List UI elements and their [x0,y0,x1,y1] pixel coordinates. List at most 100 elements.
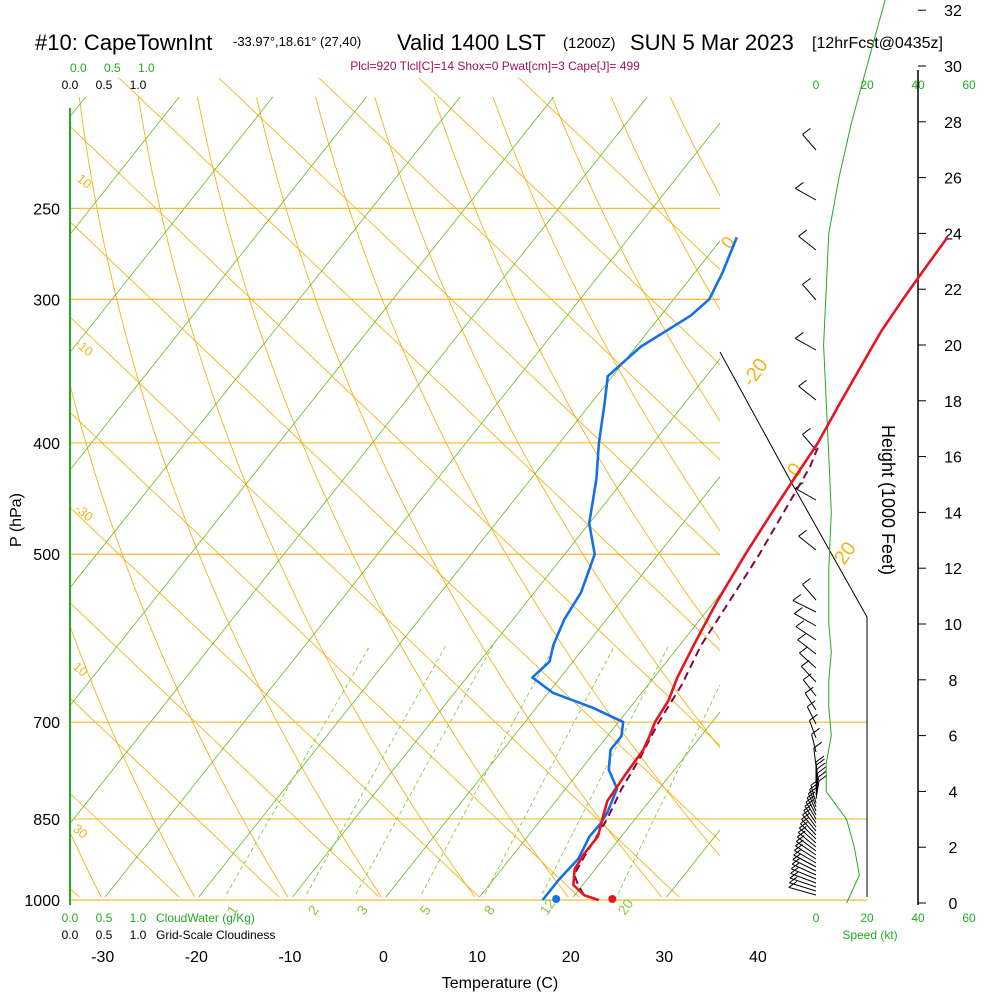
wind-barb [797,832,817,848]
wind-barb-feather [802,428,811,435]
isotherm [385,475,720,897]
height-tick-label: 32 [944,3,962,20]
cloudwater-label: CloudWater (g/Kg) [156,911,255,925]
height-tick-label: 20 [944,338,962,355]
wind-barb-feather [818,770,827,778]
wind-barb [795,187,817,201]
dry-adiabat [196,96,569,897]
surface-dewpoint-marker [552,895,561,903]
isotherm [572,711,720,897]
adiabat-guide [70,411,580,897]
temperature-tick-label: -20 [185,949,208,966]
wind-barb-feather [795,620,805,628]
wind-barb [797,639,817,655]
wind-barb [794,613,817,627]
wind-barb [815,772,819,792]
isotherm [70,96,648,825]
bottom-black-0: 0.0 [62,928,79,942]
wind-barb [806,797,817,816]
wind-barb [813,747,817,767]
dry-adiabat [315,96,720,857]
adiabat-guide [70,792,180,897]
temperature-tick-label: 10 [468,949,486,966]
mixing-ratio-label: 8 [480,902,498,918]
wind-barb [815,781,820,800]
wind-barb-feather [815,755,825,763]
mixing-ratio-line [353,644,494,897]
height-tick-label: 28 [944,115,962,132]
adiabat-guide [70,887,80,897]
top-green-2: 1.0 [138,61,155,75]
bottom-speed-2: 40 [911,911,925,925]
wind-barb [802,134,817,151]
wind-barb [805,801,817,820]
height-tick-label: 18 [944,394,962,411]
dry-adiabat-label: -30 [72,501,96,525]
wind-barb-feather [799,646,808,654]
isotherm [70,96,274,353]
pressure-tick-label: 400 [33,436,60,453]
right-axis-title: Height (1000 Feet) [878,425,898,575]
wind-barb-feather [797,633,806,641]
wind-speed-line [823,0,886,904]
bottom-speed-0: 0 [813,911,820,925]
speed-axis-label: Speed (kt) [842,928,897,942]
pressure-tick-label: 500 [33,547,60,564]
wind-barb [798,827,817,844]
isotherm [832,97,1000,924]
dry-adiabat [848,97,1000,924]
top-speed-0: 0 [813,78,820,92]
wind-barb [795,337,817,351]
mixing-ratio-line [419,644,556,897]
bottom-green-1: 0.5 [96,911,113,925]
height-tick-label: 10 [944,617,962,634]
wind-barb-feather [809,714,818,721]
wind-barb [792,859,817,872]
x-axis-title: Temperature (C) [442,975,558,992]
height-tick-label: 2 [949,840,958,857]
adiabat-guide [70,221,720,842]
wind-barb [804,806,817,824]
dry-adiabat-label: 20 [830,538,861,569]
height-tick-label: 0 [949,896,958,913]
wind-barb-feather [807,700,816,708]
wind-barb [788,886,817,896]
height-tick-label: 6 [949,729,958,746]
wind-barb [802,284,817,301]
temperature-tick-label: -10 [278,949,301,966]
mixing-ratio-line [224,644,371,897]
wind-barb [795,626,817,641]
adiabat-guide [518,78,720,271]
title-date: SUN 5 Mar 2023 [630,30,794,55]
top-black-0: 0.0 [62,78,79,92]
height-tick-label: 4 [949,784,958,801]
wind-barb [795,487,817,501]
bottom-green-0: 0.0 [62,911,79,925]
wind-barb [791,868,817,880]
wind-barb [800,823,817,840]
wind-barb [804,692,817,711]
adiabat-guide [70,125,720,747]
wind-barb [801,818,817,836]
isotherm [479,593,720,897]
dry-adiabat-label: -20 [738,355,773,391]
wind-barb-feather [794,607,803,614]
wind-panel-boundary [719,351,868,897]
wind-barb-feather [795,332,804,339]
top-green-1: 0.5 [104,61,121,75]
adiabat-guide [418,78,720,366]
wind-barb [800,665,817,683]
wind-barb-feather [818,774,828,782]
pressure-tick-label: 300 [33,292,60,309]
wind-barb [802,679,817,697]
dry-adiabat [374,96,720,749]
dry-adiabat [70,831,102,897]
adiabat-guide [70,316,680,897]
top-speed-3: 60 [962,78,976,92]
title-coords: -33.97°,18.61° (27,40) [233,34,361,49]
wind-barb [802,814,817,832]
wind-barb [808,720,817,739]
isotherm [70,96,367,471]
dry-adiabat [551,96,720,422]
